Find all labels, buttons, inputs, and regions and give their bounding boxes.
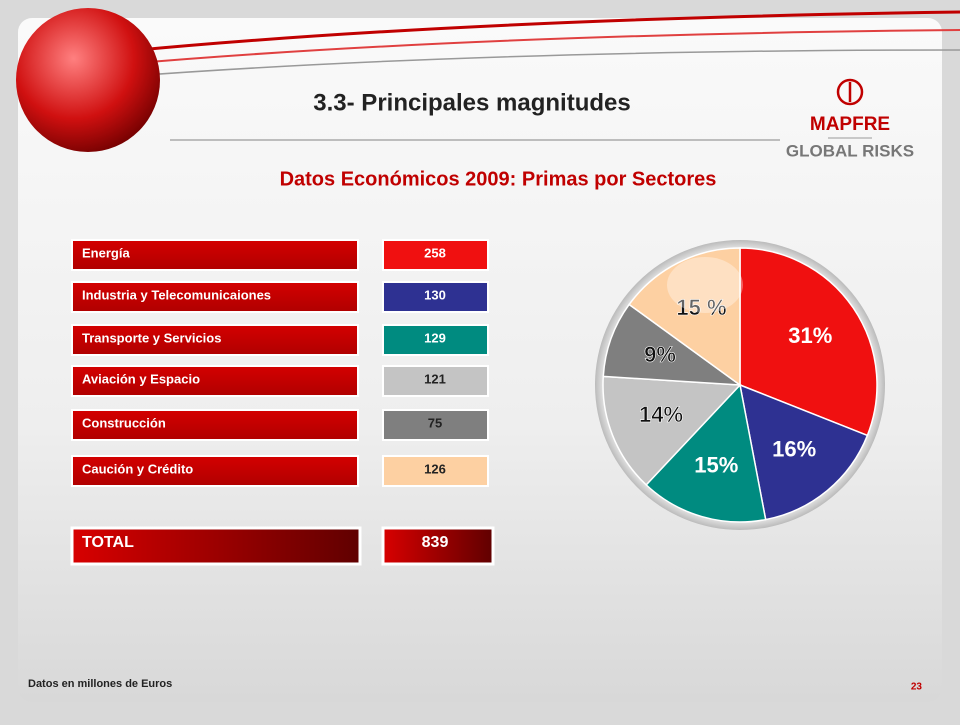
pie-slice <box>602 375 742 486</box>
logo-unit: GLOBAL RISKS <box>786 141 914 160</box>
sector-label: Industria y Telecomunicaiones <box>82 287 271 302</box>
logo-icon <box>836 78 864 106</box>
value-box <box>382 281 489 313</box>
sector-label: Caución y Crédito <box>82 461 193 476</box>
sector-label: Aviación y Espacio <box>82 371 200 386</box>
total-value: 839 <box>422 534 449 551</box>
title: 3.3- Principales magnitudes <box>313 89 630 116</box>
pie-label: 15 % <box>676 295 726 320</box>
sector-box <box>71 324 359 356</box>
value-label: 126 <box>424 461 446 476</box>
value-label: 75 <box>428 415 442 430</box>
value-label: 258 <box>424 245 446 260</box>
value-box <box>382 365 489 397</box>
swoosh <box>79 49 960 81</box>
subtitle: Datos Económicos 2009: Primas por Sector… <box>280 168 717 190</box>
pie-slice <box>645 383 767 523</box>
pie-slice <box>739 383 869 521</box>
swoosh <box>59 29 960 71</box>
sector-box <box>71 409 359 441</box>
sector-box <box>71 455 359 487</box>
sector-box <box>71 365 359 397</box>
pie-label: 15% <box>694 452 738 477</box>
value-label: 129 <box>424 330 446 345</box>
sector-box <box>71 281 359 313</box>
logo-brand: MAPFRE <box>810 114 890 135</box>
total-value-box <box>381 526 495 566</box>
value-label: 130 <box>424 287 446 302</box>
pie-label: 9% <box>644 342 676 367</box>
total-label: TOTAL <box>82 534 134 551</box>
sector-label: Transporte y Servicios <box>82 330 221 345</box>
pie-slice <box>739 247 878 437</box>
total-box <box>70 526 362 566</box>
pie-label: 14% <box>639 402 683 427</box>
footer-note: Datos en millones de Euros <box>28 678 172 690</box>
pie-label: 16% <box>772 436 816 461</box>
page-number: 23 <box>911 682 923 693</box>
pie-label: 31% <box>788 323 832 348</box>
value-box <box>382 239 489 271</box>
globe <box>16 8 160 152</box>
sector-label: Construcción <box>82 415 166 430</box>
value-label: 121 <box>424 371 446 386</box>
value-box <box>382 455 489 487</box>
sector-label: Energía <box>82 245 130 260</box>
pie-gloss <box>667 257 743 313</box>
value-box <box>382 324 489 356</box>
pie-slice <box>628 247 741 387</box>
value-box <box>382 409 489 441</box>
sector-box <box>71 239 359 271</box>
